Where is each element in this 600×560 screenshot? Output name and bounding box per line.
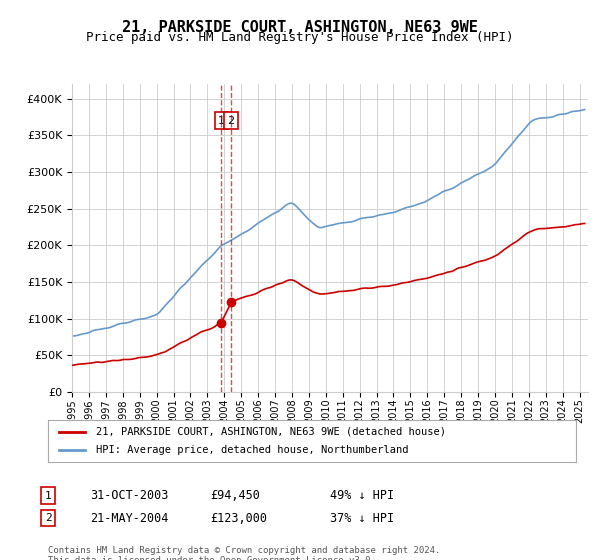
Text: 21, PARKSIDE COURT, ASHINGTON, NE63 9WE (detached house): 21, PARKSIDE COURT, ASHINGTON, NE63 9WE … [95, 427, 446, 437]
Text: £123,000: £123,000 [210, 511, 267, 525]
Text: 2: 2 [227, 116, 235, 125]
Text: 31-OCT-2003: 31-OCT-2003 [90, 489, 169, 502]
Text: 21, PARKSIDE COURT, ASHINGTON, NE63 9WE: 21, PARKSIDE COURT, ASHINGTON, NE63 9WE [122, 20, 478, 35]
Text: 21-MAY-2004: 21-MAY-2004 [90, 511, 169, 525]
Text: HPI: Average price, detached house, Northumberland: HPI: Average price, detached house, Nort… [95, 445, 408, 455]
Text: Price paid vs. HM Land Registry's House Price Index (HPI): Price paid vs. HM Land Registry's House … [86, 31, 514, 44]
Text: 1: 1 [44, 491, 52, 501]
Text: £94,450: £94,450 [210, 489, 260, 502]
Text: 49% ↓ HPI: 49% ↓ HPI [330, 489, 394, 502]
Text: Contains HM Land Registry data © Crown copyright and database right 2024.
This d: Contains HM Land Registry data © Crown c… [48, 546, 440, 560]
Text: 1: 1 [218, 116, 225, 125]
Text: 37% ↓ HPI: 37% ↓ HPI [330, 511, 394, 525]
Text: 2: 2 [44, 513, 52, 523]
